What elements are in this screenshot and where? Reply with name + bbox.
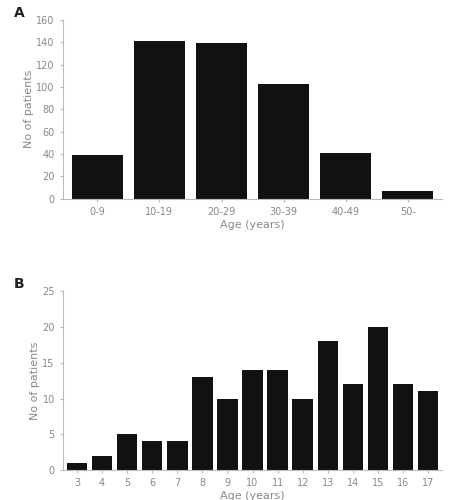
Bar — [142, 442, 162, 470]
Bar — [292, 398, 313, 470]
Bar — [117, 434, 138, 470]
Y-axis label: No of patients: No of patients — [23, 70, 33, 148]
Bar — [393, 384, 414, 470]
Bar — [258, 84, 309, 198]
Bar — [192, 377, 213, 470]
Bar — [343, 384, 363, 470]
Bar — [67, 463, 87, 470]
Bar — [196, 44, 247, 199]
X-axis label: Age (years): Age (years) — [220, 491, 285, 500]
Text: A: A — [14, 6, 25, 20]
Bar — [72, 155, 123, 198]
Bar — [92, 456, 112, 470]
Bar — [318, 342, 338, 470]
Bar — [320, 153, 371, 198]
Y-axis label: No of patients: No of patients — [29, 342, 40, 420]
Text: B: B — [14, 277, 24, 291]
Bar — [267, 370, 288, 470]
Bar — [382, 191, 433, 198]
Bar — [217, 398, 238, 470]
Bar — [242, 370, 263, 470]
Bar — [167, 442, 188, 470]
Bar — [134, 41, 185, 198]
Bar — [368, 327, 388, 470]
Bar — [418, 392, 438, 470]
X-axis label: Age (years): Age (years) — [220, 220, 285, 230]
